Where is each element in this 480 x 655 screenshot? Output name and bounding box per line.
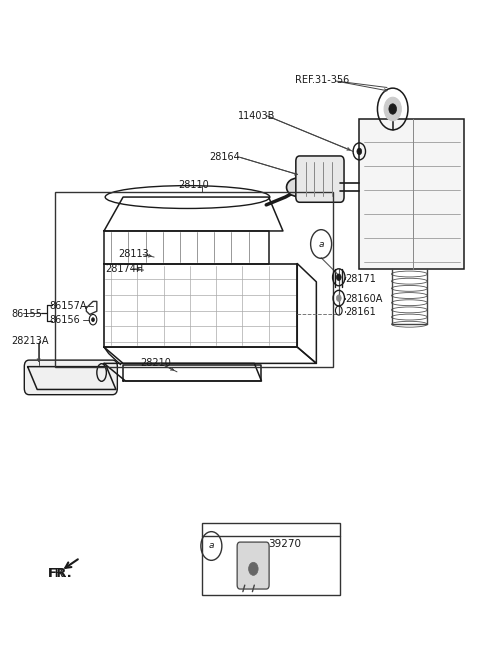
Bar	[55, 192, 333, 367]
Circle shape	[336, 295, 341, 301]
FancyBboxPatch shape	[237, 542, 269, 589]
Text: FR.: FR.	[48, 567, 69, 580]
Circle shape	[336, 274, 341, 280]
Ellipse shape	[287, 178, 308, 196]
Text: 28110: 28110	[178, 180, 209, 191]
Text: FR.: FR.	[48, 567, 73, 580]
Circle shape	[384, 97, 401, 121]
Text: 28210: 28210	[140, 358, 171, 368]
Text: a: a	[209, 542, 214, 550]
Text: 86156: 86156	[49, 314, 80, 325]
Text: 28164: 28164	[209, 151, 240, 162]
FancyBboxPatch shape	[296, 156, 344, 202]
Text: a: a	[318, 240, 324, 248]
Text: 28161: 28161	[345, 307, 376, 317]
Text: 39270: 39270	[269, 539, 301, 549]
Circle shape	[389, 103, 396, 114]
Text: 86157A: 86157A	[49, 301, 86, 311]
Text: 28160A: 28160A	[345, 295, 383, 305]
Bar	[202, 523, 340, 595]
Text: 28113: 28113	[118, 250, 149, 259]
FancyBboxPatch shape	[24, 360, 117, 395]
Text: 28174H: 28174H	[106, 264, 144, 274]
Text: 28171: 28171	[345, 274, 376, 284]
Circle shape	[357, 148, 362, 155]
Circle shape	[92, 318, 95, 322]
Text: 28213A: 28213A	[11, 335, 48, 346]
Circle shape	[249, 562, 258, 575]
Text: 11403B: 11403B	[238, 111, 275, 121]
Text: 86155: 86155	[11, 309, 42, 320]
Bar	[360, 119, 464, 269]
Text: REF.31-356: REF.31-356	[295, 75, 349, 84]
